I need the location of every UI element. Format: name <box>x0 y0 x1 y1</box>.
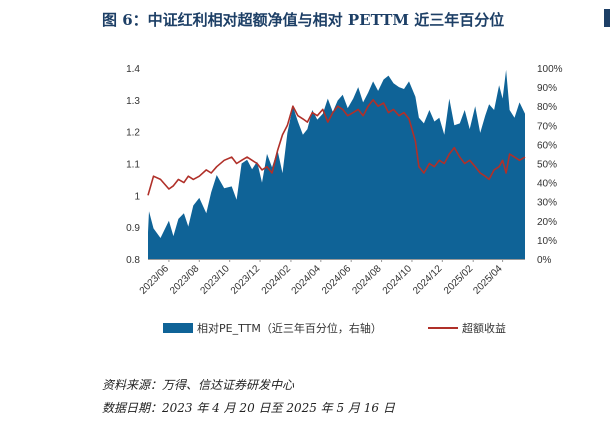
legend-line-swatch <box>428 327 458 329</box>
plot-area <box>147 69 526 260</box>
right-tick-label: 50% <box>537 160 557 171</box>
pe-percentile-area-layer <box>148 69 525 260</box>
excess-return-line-layer <box>147 99 526 196</box>
right-tick-label: 0% <box>537 255 552 266</box>
right-tick-label: 90% <box>537 83 557 94</box>
legend: 相对PE_TTM（近三年百分位，右轴） <box>163 318 402 338</box>
left-axis: 0.8 0.9 1 1.1 1.2 1.3 1.4 <box>126 64 140 266</box>
right-tick-label: 40% <box>537 179 557 190</box>
right-axis: 0% 10% 20% 30% 40% 50% 60% 70% 80% 90% 100% <box>537 64 563 266</box>
x-tick-label: 2023/08 <box>168 263 202 297</box>
figure-title: 图 6：中证红利相对超额净值与相对 PETTM 近三年百分位 <box>102 11 505 29</box>
left-tick-label: 1.1 <box>126 160 140 171</box>
legend-item-excess: 超额收益 <box>428 320 506 336</box>
x-tick-label: 2025/04 <box>471 263 505 297</box>
x-tick-label: 2025/02 <box>442 263 476 297</box>
excess-return-line <box>147 99 526 196</box>
right-tick-label: 70% <box>537 121 557 132</box>
right-tick-label: 100% <box>537 64 563 75</box>
left-tick-label: 1.3 <box>126 96 140 107</box>
x-tick-label: 2024/04 <box>290 263 324 297</box>
legend-label-excess: 超额收益 <box>462 322 506 335</box>
x-tick-label: 2023/10 <box>198 263 232 297</box>
legend-2: 超额收益 <box>428 318 526 338</box>
right-tick-label: 60% <box>537 140 557 151</box>
x-axis: 2023/062023/082023/102023/122024/022024/… <box>138 259 525 297</box>
left-tick-label: 1 <box>134 191 140 202</box>
legend-item-pe: 相对PE_TTM（近三年百分位，右轴） <box>163 320 382 336</box>
x-tick-label: 2023/12 <box>229 263 263 297</box>
right-tick-label: 20% <box>537 217 557 228</box>
left-tick-label: 0.8 <box>126 255 140 266</box>
x-tick-label: 2024/10 <box>381 263 415 297</box>
x-tick-label: 2023/06 <box>138 263 172 297</box>
left-tick-label: 1.4 <box>126 64 140 75</box>
adjacent-column-mark <box>604 9 610 27</box>
right-tick-label: 10% <box>537 236 557 247</box>
source-note: 资料来源：万得、信达证券研发中心 <box>102 378 295 392</box>
left-tick-label: 0.9 <box>126 223 140 234</box>
legend-label-pe: 相对PE_TTM（近三年百分位，右轴） <box>197 322 382 335</box>
right-tick-label: 30% <box>537 198 557 209</box>
right-tick-label: 80% <box>537 102 557 113</box>
x-tick-label: 2024/02 <box>260 263 294 297</box>
date-range-note: 数据日期：2023 年 4 月 20 日至 2025 年 5 月 16 日 <box>102 401 395 415</box>
x-tick-label: 2024/12 <box>411 263 445 297</box>
x-tick-label: 2024/08 <box>350 263 384 297</box>
legend-area-swatch <box>163 323 193 333</box>
left-tick-label: 1.2 <box>126 128 140 139</box>
pe-percentile-area <box>148 69 525 260</box>
x-tick-label: 2024/06 <box>320 263 354 297</box>
